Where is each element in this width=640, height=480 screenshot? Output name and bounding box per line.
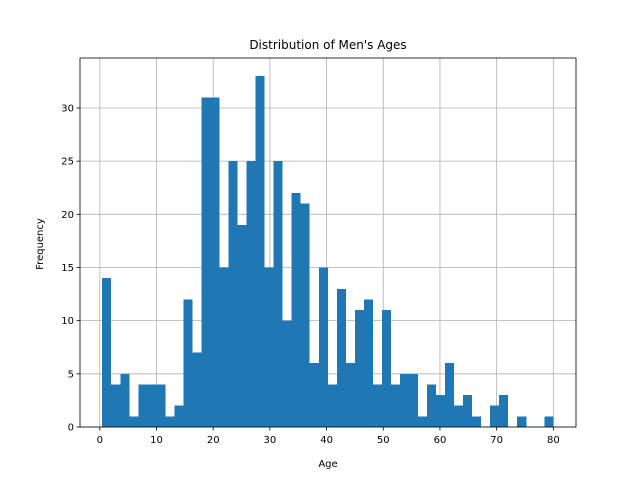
histogram-bar [156, 384, 166, 427]
x-tick-label: 60 [434, 435, 447, 446]
x-tick-label: 50 [377, 435, 390, 446]
histogram-bar [174, 405, 184, 427]
histogram-bar [210, 97, 220, 427]
x-tick-label: 20 [207, 435, 220, 446]
x-tick-label: 30 [264, 435, 277, 446]
histogram-bar [327, 384, 337, 427]
histogram-bar [264, 267, 274, 427]
histogram-bar [490, 405, 500, 427]
x-tick-label: 0 [97, 435, 103, 446]
x-tick-label: 70 [490, 435, 503, 446]
x-tick-label: 80 [547, 435, 560, 446]
histogram-bar [111, 384, 121, 427]
histogram-bar [147, 384, 157, 427]
histogram-bar [273, 161, 283, 428]
histogram-bar [336, 288, 346, 427]
y-tick-label: 15 [61, 263, 74, 274]
histogram-bar [219, 267, 229, 427]
histogram-bar [472, 416, 482, 427]
histogram-bar [436, 395, 446, 427]
histogram-bar [165, 416, 175, 427]
histogram-bar [183, 299, 193, 427]
x-axis-label: Age [318, 459, 337, 470]
histogram-bar [517, 416, 527, 427]
histogram-bar [372, 384, 382, 427]
y-tick-label: 20 [61, 210, 74, 221]
histogram-bar [192, 352, 202, 427]
histogram-bar [445, 363, 455, 427]
histogram-bar [363, 299, 373, 427]
histogram-bar [300, 203, 310, 427]
histogram-bar [544, 416, 554, 427]
histogram-bar [201, 97, 211, 427]
histogram-bar [454, 405, 464, 427]
histogram-bar [399, 373, 409, 427]
histogram-bar [354, 310, 364, 427]
bars [102, 76, 554, 428]
histogram-bar [381, 310, 391, 427]
histogram-bar [102, 278, 112, 427]
histogram-bar [291, 193, 301, 427]
histogram-bar [120, 373, 130, 427]
y-axis-label: Frequency [35, 218, 46, 270]
y-tick-label: 5 [68, 369, 74, 380]
histogram-bar [318, 267, 328, 427]
histogram-bar [309, 363, 319, 427]
x-tick-label: 40 [320, 435, 333, 446]
histogram-bar [345, 363, 355, 427]
y-tick-label: 0 [68, 423, 74, 434]
axes: 0 10 20 30 40 50 60 70 80 0 5 10 15 20 25 30 [61, 57, 577, 446]
histogram-bar [427, 384, 437, 427]
x-tick-label: 10 [150, 435, 163, 446]
histogram-bar [499, 395, 509, 427]
histogram-bar [282, 320, 292, 427]
histogram-bar [390, 384, 400, 427]
histogram-bar [246, 161, 256, 428]
histogram-bar [255, 76, 265, 427]
chart-title: Distribution of Men's Ages [249, 38, 406, 52]
plot-frame [79, 57, 577, 428]
y-tick-label: 10 [61, 316, 74, 327]
y-tick-label: 25 [61, 157, 74, 168]
histogram-bar [228, 161, 238, 428]
y-tick-label: 30 [61, 103, 74, 114]
histogram-bar [237, 224, 247, 427]
histogram-bar [129, 416, 139, 427]
histogram-bar [417, 416, 428, 427]
histogram-bar [463, 395, 473, 427]
histogram-bar [138, 384, 148, 427]
histogram-bar [408, 373, 418, 427]
